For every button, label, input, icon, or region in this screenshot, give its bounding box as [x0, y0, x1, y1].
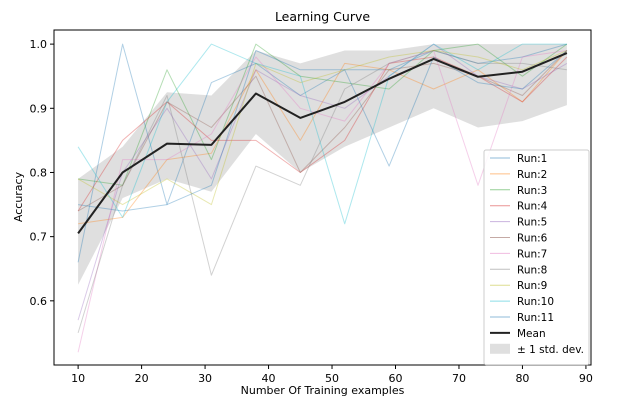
x-tick-label: 50	[325, 372, 339, 385]
series-layer	[77, 43, 568, 353]
mean-line	[77, 52, 568, 234]
y-tick-label: 0.9	[30, 102, 48, 115]
x-tick-label: 60	[388, 372, 402, 385]
x-tick-label: 10	[71, 372, 85, 385]
legend-label: Run:3	[517, 185, 547, 197]
legend-label: Run:11	[517, 312, 554, 324]
x-tick-label: 70	[452, 372, 466, 385]
y-tick-label: 1.0	[30, 38, 48, 51]
legend-label: Run:9	[517, 280, 547, 292]
legend-swatch-band	[490, 343, 510, 354]
run-line-8	[77, 50, 567, 334]
legend-label: Run:2	[517, 169, 547, 181]
x-tick-label: 30	[198, 372, 212, 385]
x-tick-label: 40	[262, 372, 276, 385]
x-axis-title: Number Of Training examples	[241, 384, 405, 397]
legend-label: Run:5	[517, 217, 547, 229]
std-band-layer	[78, 44, 567, 285]
legend-label: Run:8	[517, 264, 547, 276]
x-tick-label: 80	[515, 372, 529, 385]
run-line-11	[78, 50, 568, 212]
run-line-6	[77, 50, 568, 212]
run-line-5	[77, 43, 568, 321]
run-line-9	[77, 50, 568, 206]
chart-title: Learning Curve	[275, 9, 370, 24]
run-line-1	[77, 43, 568, 263]
y-axis: 0.6 0.7 0.8 0.9 1.0	[30, 38, 54, 308]
legend-label: Mean	[517, 328, 546, 340]
std-dev-band	[78, 44, 567, 285]
run-line-10	[77, 43, 567, 225]
run-line-4	[77, 56, 568, 212]
y-tick-label: 0.7	[30, 231, 48, 244]
legend-label: Run:6	[517, 233, 548, 245]
legend-label: Run:10	[517, 296, 554, 308]
plot-frame	[53, 29, 592, 366]
y-tick-label: 0.6	[30, 295, 48, 308]
y-axis-title: Accuracy	[12, 171, 25, 222]
legend-label: ± 1 std. dev.	[517, 344, 584, 356]
legend-label: Run:4	[517, 201, 548, 213]
legend: Run:1 Run:2 Run:3 Run:4 Run:5 Run:6 Run:7 Run:8…	[483, 149, 590, 366]
y-tick-label: 0.8	[30, 166, 48, 179]
run-line-3	[78, 43, 568, 186]
x-tick-label: 20	[135, 372, 149, 385]
legend-label: Run:1	[517, 153, 547, 165]
x-axis: 10 20 30 40 50 60 70 80 90	[71, 365, 593, 385]
legend-label: Run:7	[517, 248, 547, 260]
x-tick-label: 90	[579, 372, 593, 385]
legend-box	[483, 149, 590, 366]
